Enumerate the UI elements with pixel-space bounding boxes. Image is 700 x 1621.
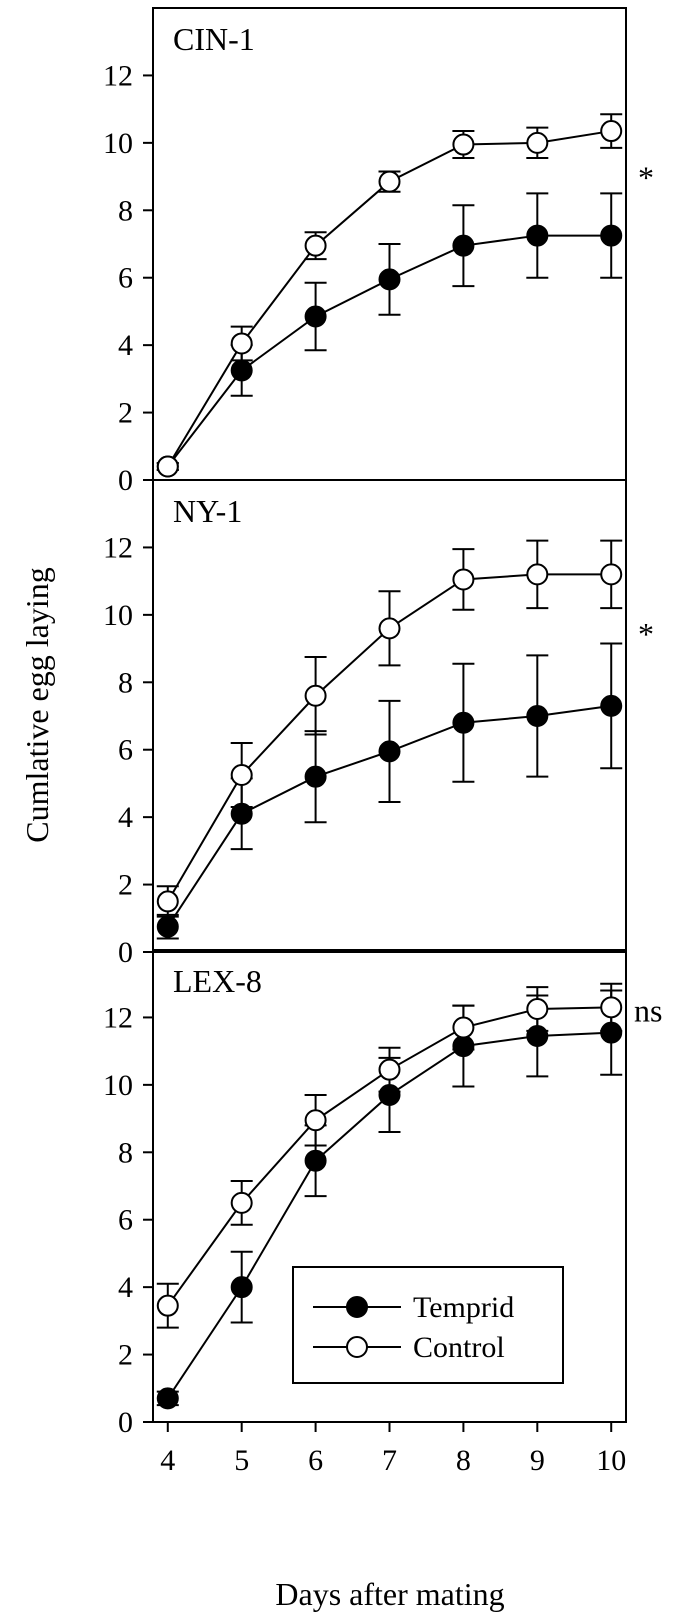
data-point: [452, 568, 475, 591]
x-tick-label: 10: [596, 1444, 626, 1477]
x-axis-title: Days after mating: [275, 1576, 504, 1612]
y-tick-label: 8: [118, 666, 133, 699]
panel-2: 0 2 4 6 8 10 12 NY-1 *: [103, 479, 654, 969]
data-point: [600, 224, 623, 247]
panel-3: 0 2 4 6 8 10 12 LEX-8 ns: [103, 949, 662, 1439]
y-tick-label: 2: [118, 397, 133, 430]
x-tick-label: 5: [234, 1444, 249, 1477]
data-point: [230, 1276, 253, 1299]
y-tick-label: 0: [118, 1406, 133, 1439]
y-tick-label: 4: [118, 801, 133, 834]
data-point: [600, 120, 623, 143]
data-point: [304, 234, 327, 257]
data-point: [452, 133, 475, 156]
significance-label: *: [638, 616, 654, 652]
data-point: [600, 694, 623, 717]
data-point: [156, 890, 179, 913]
legend-marker: [346, 1336, 368, 1358]
data-point: [526, 224, 549, 247]
data-point: [378, 1058, 401, 1081]
y-axis-title: Cumlative egg laying: [19, 567, 55, 843]
legend-label: Control: [413, 1331, 505, 1364]
data-point: [378, 617, 401, 640]
y-tick-label: 12: [103, 1001, 133, 1034]
data-point: [156, 1387, 179, 1410]
data-point: [304, 765, 327, 788]
panel-title: CIN-1: [173, 21, 255, 57]
significance-label: ns: [634, 992, 662, 1028]
legend-entry: Control: [313, 1331, 505, 1364]
y-tick-label: 4: [118, 329, 133, 362]
y-tick-label: 6: [118, 734, 133, 767]
y-tick-label: 4: [118, 1271, 133, 1304]
panel-frame: [152, 479, 627, 953]
panel-title: LEX-8: [173, 963, 262, 999]
x-tick-label: 4: [160, 1444, 175, 1477]
data-point: [526, 998, 549, 1020]
data-point: [600, 563, 623, 586]
data-point: [156, 455, 179, 478]
data-point: [378, 170, 401, 193]
series-control: [156, 982, 623, 1329]
y-tick-label: 2: [118, 1339, 133, 1372]
y-tick-label: 8: [118, 194, 133, 227]
data-point: [600, 996, 623, 1019]
series-control: [156, 539, 623, 918]
x-tick-label: 7: [382, 1444, 397, 1477]
x-tick-label: 8: [456, 1444, 471, 1477]
panel-title: NY-1: [173, 493, 242, 529]
data-point: [230, 1191, 253, 1214]
data-point: [304, 305, 327, 328]
x-tick-label: 9: [530, 1444, 545, 1477]
data-point: [230, 332, 253, 355]
legend-marker: [346, 1296, 368, 1318]
data-point: [526, 131, 549, 154]
data-point: [304, 1149, 327, 1172]
y-tick-label: 0: [118, 936, 133, 969]
panel-1: 0 2 4 6 8 10 12 CIN-1 *: [103, 7, 654, 497]
legend-label: Temprid: [413, 1291, 514, 1324]
legend-box: [292, 1266, 564, 1384]
data-point: [452, 234, 475, 257]
data-point: [304, 684, 327, 707]
x-tick-label: 6: [308, 1444, 323, 1477]
y-tick-label: 12: [103, 59, 133, 92]
y-tick-label: 2: [118, 869, 133, 902]
panels-layer: 0 2 4 6 8 10 12 CIN-1 * 0 2 4 6 8 10 12 NY-1 * 0 2 4 6 8 10 12 LE…: [103, 7, 662, 1439]
data-point: [156, 915, 179, 938]
data-point: [378, 740, 401, 763]
y-tick-label: 6: [118, 1204, 133, 1237]
y-tick-label: 8: [118, 1136, 133, 1169]
data-point: [230, 359, 253, 382]
significance-label: *: [638, 159, 654, 195]
y-tick-label: 10: [103, 599, 133, 632]
y-tick-label: 10: [103, 127, 133, 160]
data-point: [378, 268, 401, 291]
data-point: [452, 1016, 475, 1039]
data-point: [526, 563, 549, 586]
y-tick-label: 12: [103, 531, 133, 564]
data-point: [156, 1294, 179, 1317]
series-control: [156, 113, 623, 478]
legend: Temprid Control: [292, 1266, 564, 1384]
y-tick-label: 10: [103, 1069, 133, 1102]
data-point: [230, 764, 253, 786]
data-point: [526, 705, 549, 727]
series-temprid: [156, 642, 623, 940]
x-axis: 4 5 6 7 8 9 10: [160, 1422, 626, 1477]
series-temprid: [156, 192, 623, 478]
y-tick-label: 6: [118, 262, 133, 295]
y-tick-label: 0: [118, 464, 133, 497]
legend-entry: Temprid: [313, 1291, 514, 1324]
data-point: [452, 711, 475, 734]
data-point: [304, 1109, 327, 1132]
